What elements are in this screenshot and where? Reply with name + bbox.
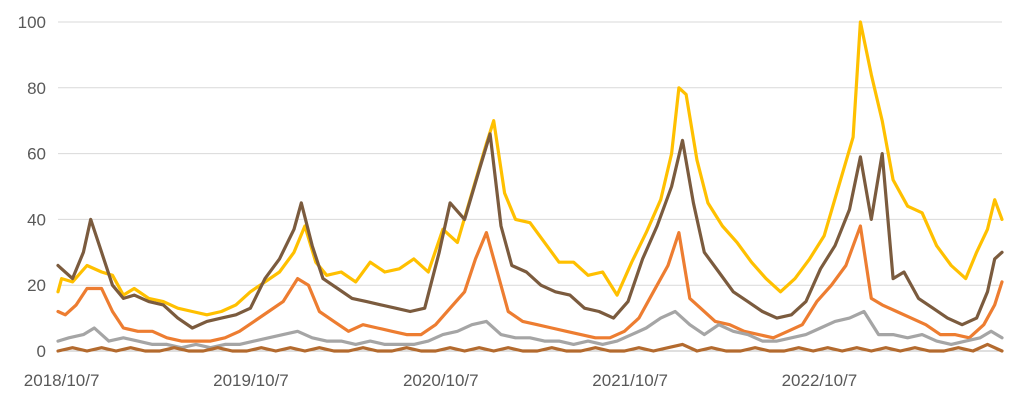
y-tick-label: 40 [27,210,46,229]
series-line-4 [56,309,1004,350]
series-line-3 [56,224,1004,343]
x-tick-label: 2018/10/7 [24,371,100,390]
y-tick-label: 80 [27,79,46,98]
y-axis: 0 20 40 60 80 100 [18,13,46,361]
y-tick-label: 20 [27,276,46,295]
x-tick-label: 2021/10/7 [592,371,668,390]
series-line-2 [56,132,1004,330]
x-tick-label: 2020/10/7 [403,371,479,390]
y-tick-label: 60 [27,145,46,164]
gridlines [58,21,1002,352]
series-line-5 [56,342,1004,353]
series-group [56,20,1004,353]
x-tick-label: 2019/10/7 [213,371,289,390]
x-tick-label: 2022/10/7 [782,371,858,390]
y-tick-label: 0 [37,342,46,361]
x-axis: 2018/10/7 2019/10/7 2020/10/7 2021/10/7 2022… [24,371,857,390]
series-line-1 [56,20,1004,317]
y-tick-label: 100 [18,13,46,32]
